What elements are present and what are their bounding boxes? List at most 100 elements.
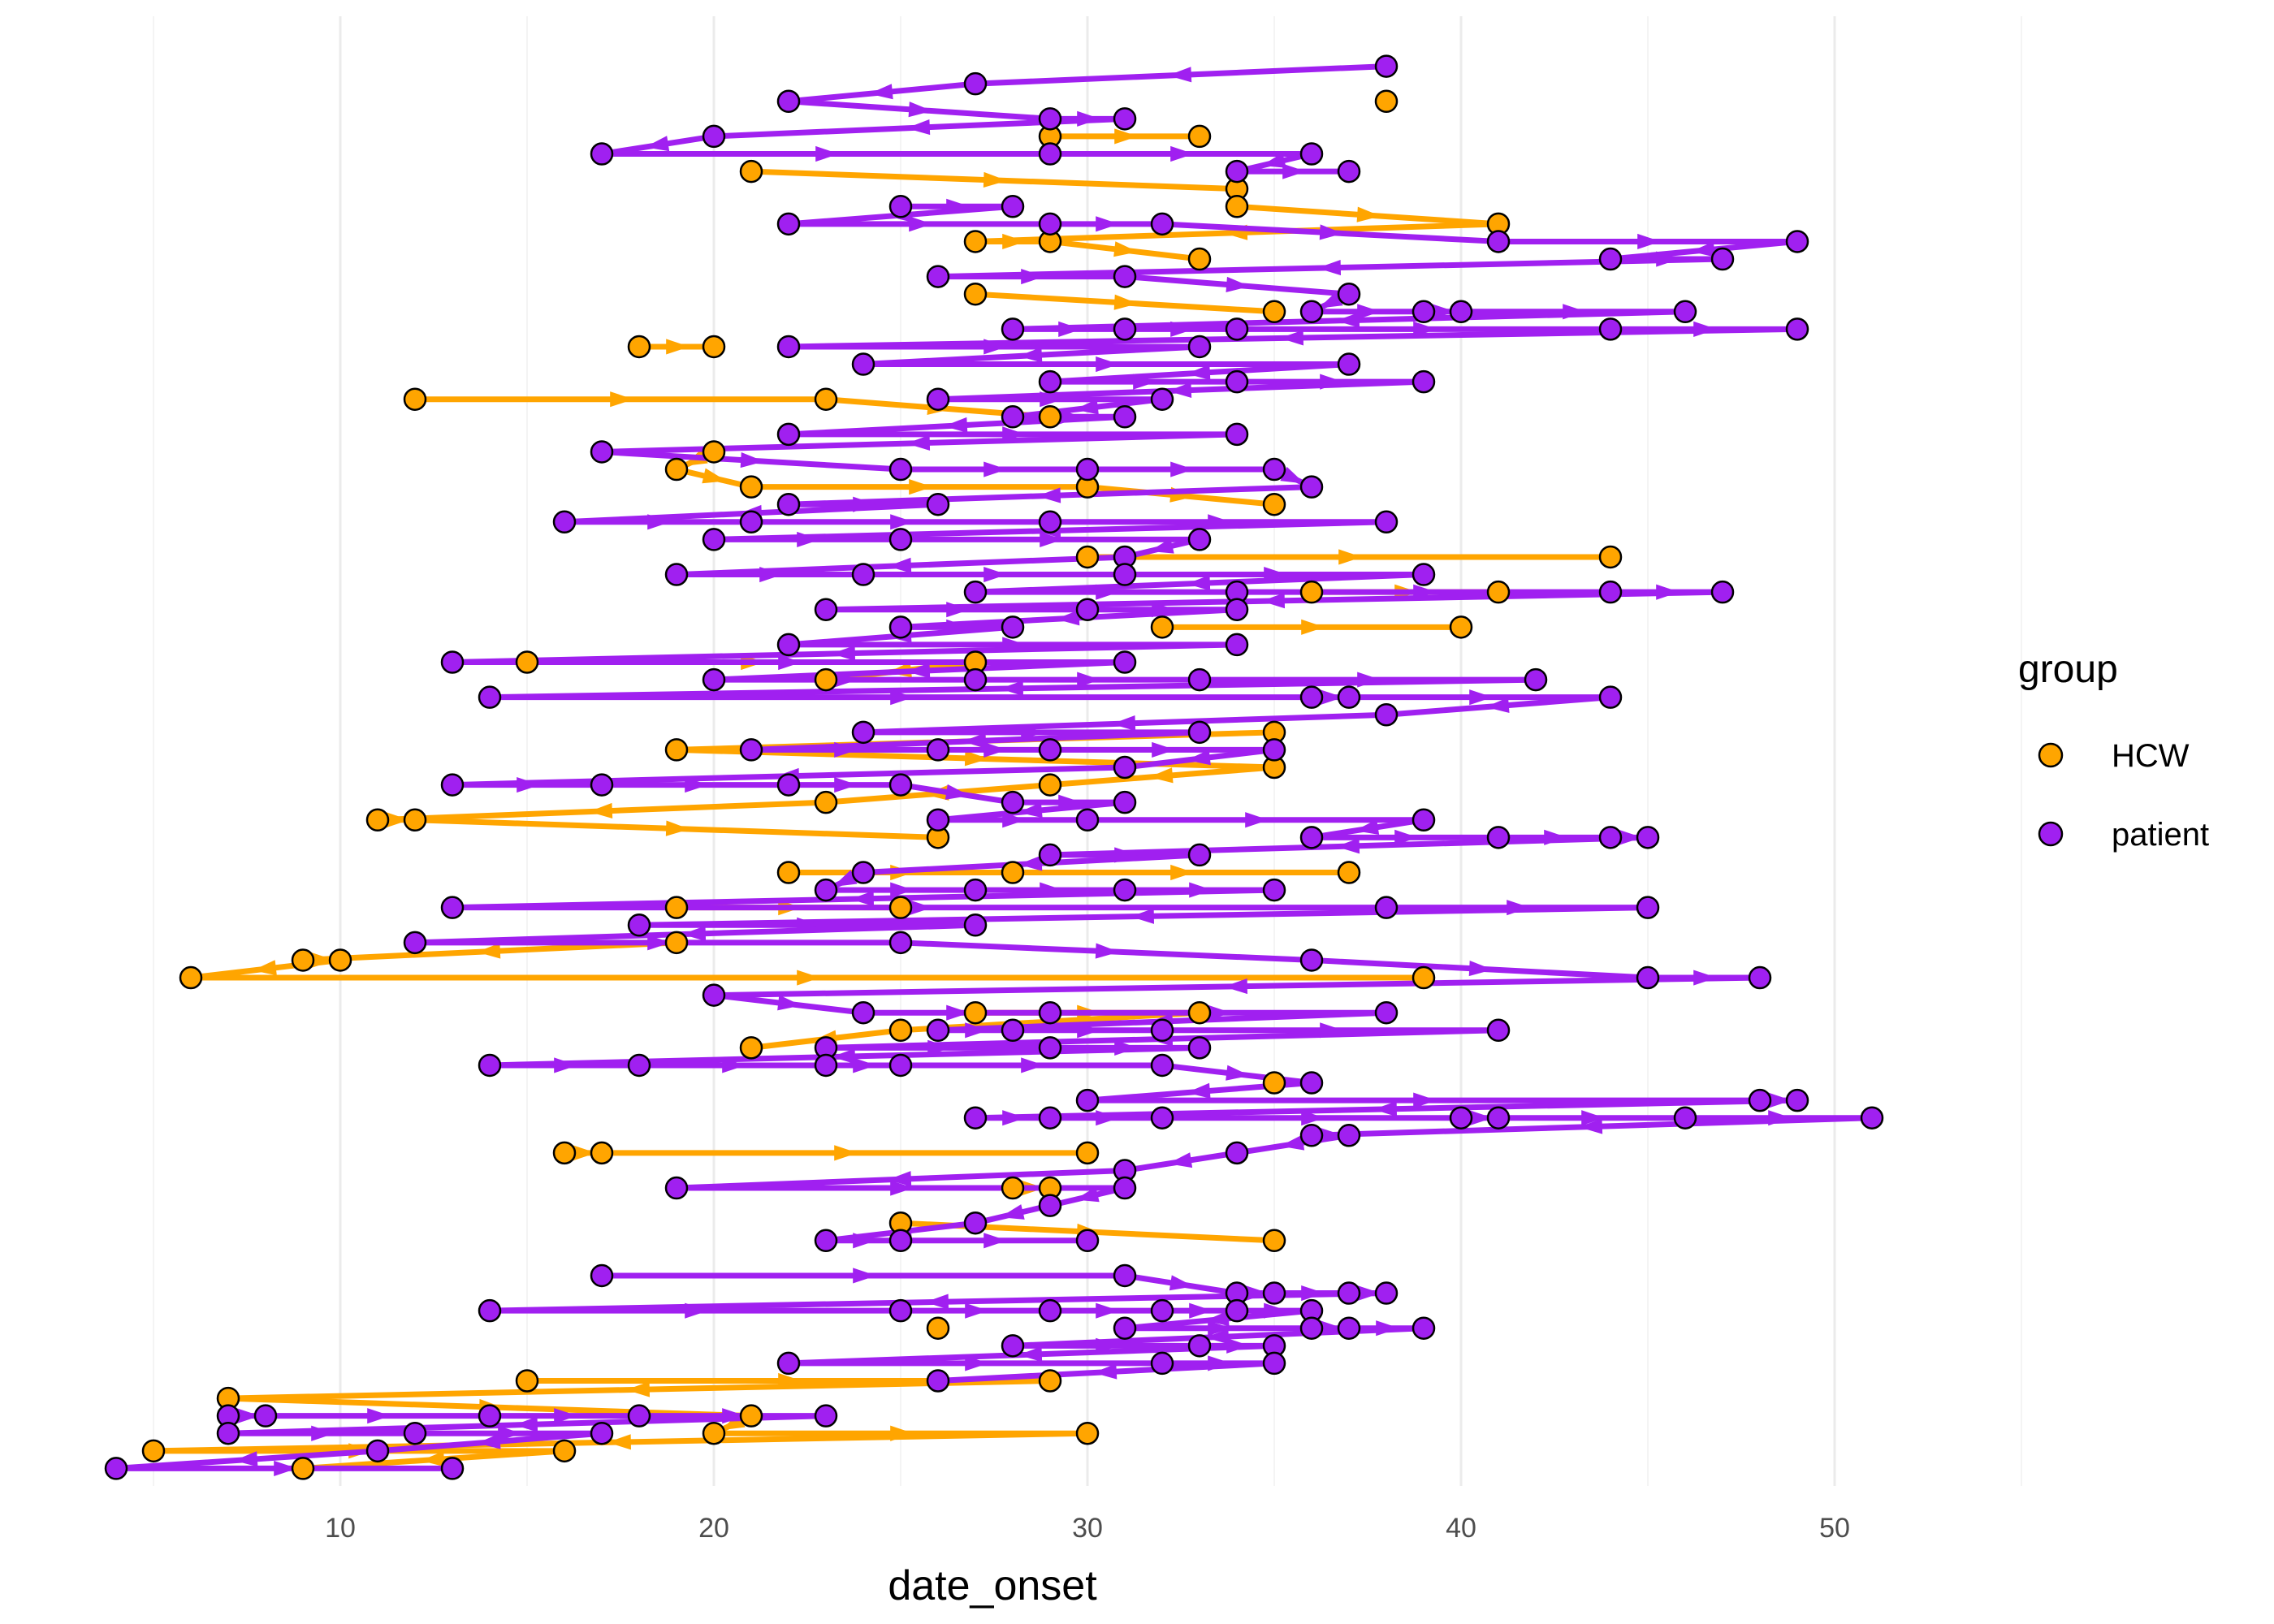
point-patient — [1075, 1088, 1100, 1112]
point-patient — [1187, 335, 1212, 359]
point-patient — [1038, 843, 1062, 867]
point-hcw — [515, 1369, 539, 1393]
edge-arrow-hcw — [386, 812, 409, 828]
point-patient — [1374, 510, 1399, 534]
edge-arrow-patient — [834, 741, 858, 758]
point-patient — [888, 457, 913, 482]
point-hcw — [1262, 492, 1286, 516]
point-patient — [1038, 738, 1062, 762]
point-hcw — [1225, 195, 1249, 218]
point-patient — [1299, 948, 1324, 972]
point-patient — [1113, 755, 1137, 780]
point-hcw — [1412, 965, 1436, 990]
point-hcw — [1299, 580, 1324, 604]
edge-arrow-hcw — [702, 468, 727, 484]
point-patient — [627, 914, 651, 937]
point-patient — [1262, 1281, 1286, 1305]
edge-arrow-hcw — [1114, 128, 1138, 145]
edge-arrow-patient — [1319, 224, 1343, 240]
edge-arrow-patient — [908, 102, 932, 118]
edge-arrow-patient — [1357, 304, 1381, 320]
x-tick-label: 20 — [698, 1513, 729, 1544]
edge-arrow-patient — [1112, 715, 1136, 732]
edge-arrow-patient — [554, 1408, 577, 1424]
point-hcw — [1075, 1141, 1100, 1165]
edge-arrow-patient — [1040, 391, 1063, 408]
point-patient — [1860, 1106, 1884, 1129]
legend-label-patient: patient — [2112, 817, 2209, 853]
point-patient — [1374, 54, 1399, 78]
point-hcw — [1038, 773, 1062, 797]
edge-arrow-patient — [946, 602, 970, 618]
point-patient — [1374, 1000, 1399, 1025]
edge-arrow-patient — [984, 339, 1007, 355]
point-hcw — [1038, 405, 1062, 429]
point-patient — [739, 510, 763, 534]
edge-arrow-patient — [834, 777, 858, 793]
point-patient — [963, 1211, 988, 1235]
point-patient — [1150, 212, 1174, 236]
x-axis-ticks: 10 20 30 40 50 — [325, 1513, 1850, 1544]
point-hcw — [1449, 615, 1473, 639]
point-patient — [403, 931, 427, 955]
point-patient — [365, 1439, 390, 1463]
edge-arrow-patient — [1021, 724, 1044, 741]
point-hcw — [1486, 580, 1511, 604]
point-hcw — [552, 1141, 577, 1165]
edge-arrow-patient — [1170, 145, 1194, 162]
edge-arrow-patient — [1579, 1118, 1603, 1134]
edge-arrow-hcw — [421, 1451, 445, 1467]
point-patient — [253, 1404, 278, 1427]
edge-arrow-patient — [1077, 672, 1100, 688]
edge-arrow-hcw — [665, 820, 690, 836]
edge-arrow-patient — [1226, 1065, 1250, 1081]
point-patient — [776, 212, 801, 236]
edge-arrow-patient — [1018, 802, 1043, 818]
point-patient — [1001, 615, 1025, 639]
edge-arrow-patient — [759, 566, 783, 583]
x-tick-label: 10 — [325, 1513, 356, 1544]
point-patient — [1449, 1106, 1473, 1129]
point-patient — [1598, 685, 1623, 709]
edge-arrow-patient — [925, 1294, 949, 1310]
point-patient — [1337, 1316, 1361, 1340]
x-tick-label: 50 — [1819, 1513, 1850, 1544]
point-patient — [1412, 369, 1436, 394]
edge-arrow-patient — [645, 136, 670, 152]
edge-arrow-patient — [850, 891, 875, 907]
point-patient — [776, 89, 801, 114]
point-hcw — [1150, 615, 1174, 639]
edge-arrow-patient — [797, 531, 820, 547]
point-patient — [590, 440, 614, 464]
edge-arrow-patient — [1691, 241, 1715, 257]
edge-arrow-patient — [1373, 1101, 1398, 1117]
edge-arrow-patient — [1301, 1110, 1325, 1126]
edge-arrow-patient — [909, 900, 932, 916]
legend: group HCW patient — [2018, 648, 2209, 853]
point-patient — [1598, 580, 1623, 604]
point-patient — [1038, 212, 1062, 236]
point-patient — [440, 650, 465, 674]
edge-arrow-patient — [477, 1433, 501, 1449]
point-hcw — [1075, 1421, 1100, 1445]
point-patient — [1150, 1053, 1174, 1078]
point-patient — [1636, 826, 1660, 849]
point-patient — [1412, 808, 1436, 832]
point-patient — [1113, 405, 1137, 429]
point-patient — [1636, 896, 1660, 919]
point-hcw — [1001, 1176, 1025, 1200]
point-hcw — [1262, 1229, 1286, 1253]
point-hcw — [1187, 124, 1212, 149]
point-hcw — [814, 667, 838, 692]
edge-arrow-patient — [944, 417, 968, 433]
point-patient — [1225, 317, 1249, 341]
point-patient — [104, 1457, 128, 1480]
edge-arrow-patient — [1413, 1092, 1437, 1108]
point-patient — [888, 528, 913, 551]
point-patient — [814, 598, 838, 621]
edge-arrow-patient — [1152, 741, 1175, 758]
edge-arrow-patient — [1149, 538, 1174, 554]
point-patient — [1337, 159, 1361, 184]
edge-arrow-patient — [1170, 461, 1194, 477]
